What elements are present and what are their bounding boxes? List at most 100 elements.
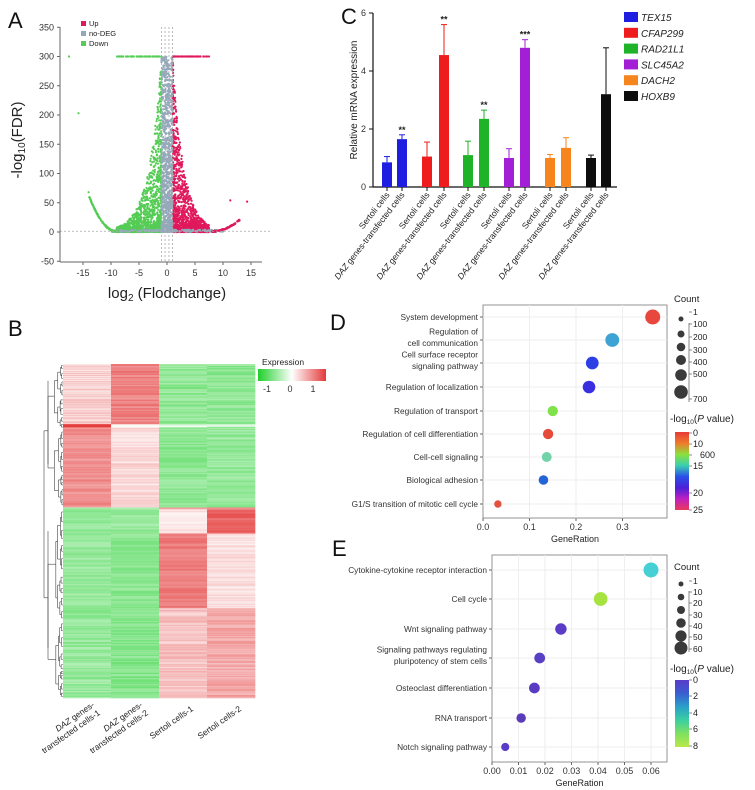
down-point [154, 149, 157, 152]
down-point [143, 207, 146, 210]
down-point [155, 198, 158, 201]
up-point [190, 217, 193, 220]
no-deg-point [160, 204, 163, 208]
up-point [180, 194, 183, 197]
down-point [159, 187, 162, 190]
up-point [176, 132, 179, 136]
down-point [160, 216, 163, 219]
no-deg-point [161, 120, 165, 123]
down-point [152, 165, 155, 168]
down-point [141, 225, 144, 228]
up-point [173, 158, 177, 161]
down-point [151, 189, 154, 192]
no-deg-point [162, 112, 165, 115]
y-tick-label: 300 [39, 52, 54, 62]
up-point [177, 164, 180, 167]
up-point [199, 55, 202, 58]
down-point [150, 175, 153, 178]
down-point [132, 55, 135, 58]
up-point [184, 176, 187, 179]
up-point [246, 200, 249, 203]
up-point [186, 55, 189, 58]
panel-label-e: E [332, 536, 347, 561]
up-point [190, 226, 193, 229]
up-point [182, 173, 186, 176]
down-point [96, 212, 99, 215]
down-point [145, 210, 148, 213]
y-tick-label: 350 [39, 22, 54, 32]
down-point [135, 55, 138, 58]
no-deg-point [170, 128, 173, 131]
up-point [181, 185, 184, 188]
no-deg-point [162, 138, 165, 141]
down-point [123, 222, 127, 226]
x-tick-label: -15 [76, 268, 89, 278]
up-point [177, 200, 181, 204]
up-point [175, 151, 179, 154]
down-point [157, 55, 160, 58]
up-point [187, 225, 190, 228]
no-deg-point [162, 196, 165, 199]
up-point [189, 215, 192, 218]
up-point [181, 197, 185, 201]
up-point [191, 215, 194, 218]
down-point [156, 216, 159, 219]
down-point [148, 182, 151, 185]
up-point [178, 216, 181, 219]
up-point [187, 203, 190, 206]
up-point [175, 141, 178, 144]
up-point [236, 220, 239, 223]
up-point [182, 191, 185, 194]
no-deg-point [161, 83, 164, 86]
down-point [157, 166, 160, 169]
no-deg-point [161, 116, 164, 119]
down-point [138, 200, 141, 203]
up-point [181, 217, 184, 220]
y-tick-label: 200 [39, 110, 54, 120]
up-point [175, 117, 178, 120]
down-point [67, 55, 71, 58]
down-point [157, 213, 160, 216]
up-point [184, 201, 187, 204]
no-deg-point [166, 173, 169, 176]
down-point [158, 155, 161, 158]
down-point [156, 114, 159, 118]
y-tick-label: 250 [39, 81, 54, 91]
down-point [99, 217, 102, 221]
no-deg-point [165, 175, 168, 178]
down-point [153, 202, 156, 206]
up-point [196, 219, 199, 222]
down-point [158, 143, 161, 146]
up-point [194, 211, 197, 214]
up-point [176, 128, 179, 131]
up-point [184, 185, 187, 188]
down-point [156, 222, 159, 225]
down-point [131, 216, 134, 219]
down-point [154, 128, 157, 131]
up-point [175, 167, 178, 170]
down-point [158, 78, 162, 81]
no-deg-point [170, 172, 173, 175]
no-deg-point [167, 156, 170, 159]
down-point [146, 198, 149, 201]
up-point [179, 190, 182, 193]
down-point [145, 203, 148, 206]
down-point [153, 158, 156, 161]
legend-label: no-DEG [89, 29, 116, 38]
no-deg-point [171, 168, 174, 171]
down-point [103, 224, 106, 227]
down-point [145, 55, 148, 58]
up-point [175, 181, 178, 185]
down-point [144, 213, 147, 217]
up-point [179, 170, 182, 173]
no-deg-point [165, 196, 168, 199]
up-point [207, 55, 211, 58]
down-point [139, 55, 142, 58]
up-point [177, 145, 180, 149]
up-point [185, 222, 188, 225]
up-point [189, 219, 192, 222]
down-point [154, 151, 157, 154]
up-point [174, 196, 177, 199]
